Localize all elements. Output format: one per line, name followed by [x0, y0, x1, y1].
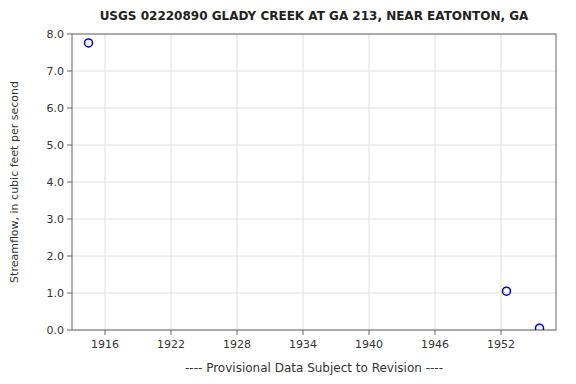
- tick-x: [501, 330, 502, 335]
- point: [536, 324, 544, 330]
- tick-y: [67, 293, 72, 294]
- tick-label-x: 1928: [223, 338, 251, 351]
- tick-y: [67, 108, 72, 109]
- tick-x: [105, 330, 106, 335]
- tick-label-y: 1.0: [47, 287, 65, 300]
- grid-line-y: [72, 256, 556, 257]
- tick-y: [67, 182, 72, 183]
- tick-y: [67, 71, 72, 72]
- grid-line-y: [72, 293, 556, 294]
- tick-y: [67, 256, 72, 257]
- grid-line-y: [72, 108, 556, 109]
- grid-line-y: [72, 145, 556, 146]
- tick-label-y: 2.0: [47, 250, 65, 263]
- chart: 1916 1922 1928 1934 1940 1946 1952 0.0 1.0 2.0 3.0…: [0, 0, 576, 384]
- tick-y: [67, 34, 72, 35]
- tick-label-x: 1952: [487, 338, 515, 351]
- plot-background: [72, 34, 556, 330]
- grid-line-y: [72, 182, 556, 183]
- y-axis-label: Streamflow, in cubic feet per second: [8, 81, 21, 283]
- tick-label-x: 1946: [421, 338, 449, 351]
- tick-label-y: 8.0: [47, 28, 65, 41]
- points: [85, 39, 544, 330]
- tick-label-y: 5.0: [47, 139, 65, 152]
- tick-y: [67, 145, 72, 146]
- grid: [72, 34, 556, 330]
- tick-label-y: 4.0: [47, 176, 65, 189]
- tick-label-x: 1940: [355, 338, 383, 351]
- tick-x: [237, 330, 238, 335]
- tick-y: [67, 330, 72, 331]
- tick-label-y: 6.0: [47, 102, 65, 115]
- tick-label-y: 7.0: [47, 65, 65, 78]
- title: USGS 02220890 GLADY CREEK AT GA 213, NEA…: [100, 9, 529, 23]
- x-axis-label: ---- Provisional Data Subject to Revisio…: [185, 361, 443, 375]
- tick-label-x: 1916: [91, 338, 119, 351]
- point: [503, 287, 511, 295]
- tick-label-y: 0.0: [47, 324, 65, 337]
- grid-line-y: [72, 219, 556, 220]
- tick-label-x: 1934: [289, 338, 317, 351]
- tick-x: [369, 330, 370, 335]
- tick-label-y: 3.0: [47, 213, 65, 226]
- plot-frame: [72, 34, 556, 330]
- tick-x: [171, 330, 172, 335]
- point: [85, 39, 93, 47]
- grid-line-y: [72, 71, 556, 72]
- tick-y: [67, 219, 72, 220]
- tick-x: [435, 330, 436, 335]
- tick-label-x: 1922: [157, 338, 185, 351]
- tick-x: [303, 330, 304, 335]
